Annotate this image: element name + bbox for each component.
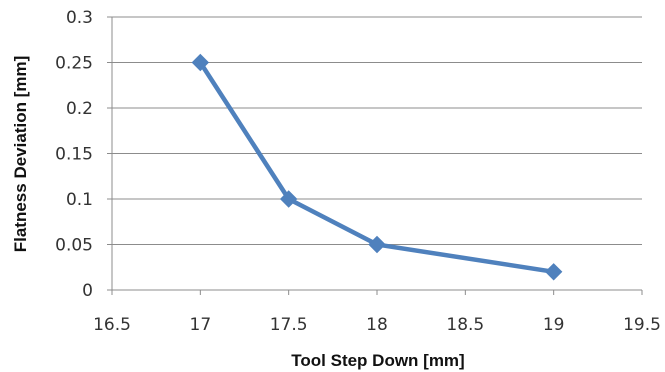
- x-tick-labels: 16.5 17 17.5 18 18.5 19 19.5: [93, 315, 661, 335]
- y-tick-label: 0.3: [66, 8, 93, 28]
- data-series: [191, 53, 563, 281]
- data-point-marker: [544, 263, 563, 281]
- y-tick-label: 0.15: [55, 145, 93, 165]
- y-tick-label: 0.25: [55, 54, 93, 74]
- data-point-marker: [368, 235, 386, 254]
- x-tick-label: 19.5: [623, 315, 661, 335]
- y-tick-label: 0: [82, 281, 93, 301]
- data-point-marker: [279, 190, 298, 208]
- x-axis-title: Tool Step Down [mm]: [291, 351, 464, 370]
- y-tick-label: 0.2: [66, 99, 93, 119]
- series-line: [198, 60, 556, 275]
- axes: [107, 16, 643, 295]
- y-tick-labels: 0 0.05 0.1 0.15 0.2 0.25 0.3: [55, 8, 93, 301]
- y-tick-label: 0.05: [55, 236, 93, 256]
- gridlines: [112, 16, 642, 245]
- x-tick-label: 19: [543, 315, 565, 335]
- data-point-marker: [191, 53, 210, 72]
- x-tick-label: 18.5: [446, 315, 484, 335]
- x-tick-label: 17.5: [270, 315, 308, 335]
- x-tick-label: 18: [366, 315, 388, 335]
- x-tick-label: 16.5: [93, 315, 131, 335]
- y-axis-title: Flatness Deviation [mm]: [11, 56, 30, 253]
- x-tick-label: 17: [190, 315, 212, 335]
- y-tick-label: 0.1: [66, 190, 93, 210]
